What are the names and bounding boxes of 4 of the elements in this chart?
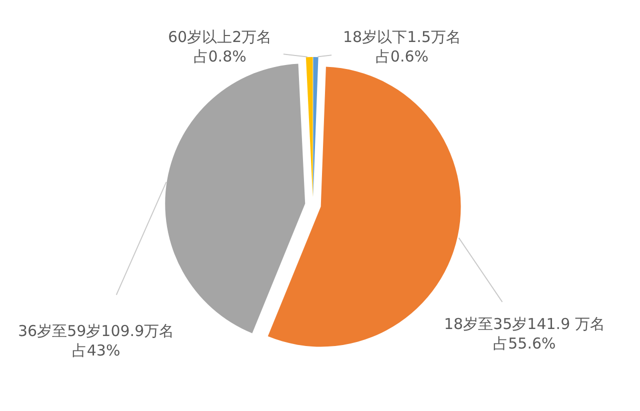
slice-label: 18岁至35岁141.9 万名占55.6% bbox=[444, 315, 605, 352]
slice-label: 60岁以上2万名占0.8% bbox=[168, 28, 272, 66]
slice-label: 36岁至59岁109.9万名占43% bbox=[18, 322, 174, 360]
slice-label: 18岁以下1.5万名占0.6% bbox=[343, 28, 461, 66]
